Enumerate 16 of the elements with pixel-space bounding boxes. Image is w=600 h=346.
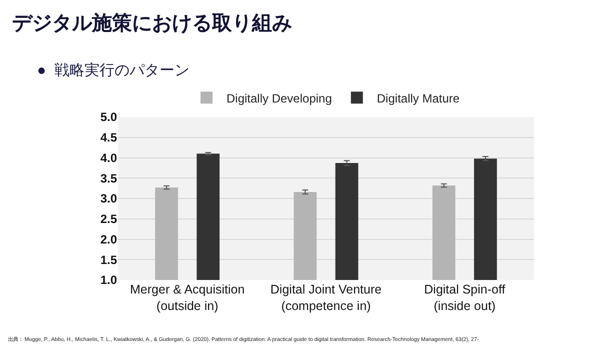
- x-tick-label: Merger & Acquisition (outside in): [130, 282, 245, 313]
- y-tick-label: 3.0: [100, 192, 118, 206]
- y-tick-label: 1.5: [100, 252, 118, 267]
- chart-title: デジタル施策における取り組み: [12, 12, 292, 35]
- y-tick-label: 1.0: [100, 273, 118, 288]
- x-tick-label: Digital Joint Venture (competence in): [270, 282, 382, 313]
- y-tick-label: 5.0: [100, 110, 118, 124]
- y-tick-label: 4.0: [100, 150, 118, 165]
- legend-label: Digitally Mature: [376, 91, 460, 106]
- chart-subtitle: ● 戦略実行のパターン: [37, 62, 190, 79]
- y-tick-label: 2.5: [100, 212, 118, 226]
- legend-label: Digitally Developing: [226, 91, 332, 106]
- y-tick-label: 2.0: [100, 232, 118, 246]
- y-tick-label: 3.5: [100, 171, 118, 186]
- y-tick-label: 4.5: [100, 130, 118, 145]
- x-tick-label: Digital Spin-off (inside out): [424, 282, 506, 313]
